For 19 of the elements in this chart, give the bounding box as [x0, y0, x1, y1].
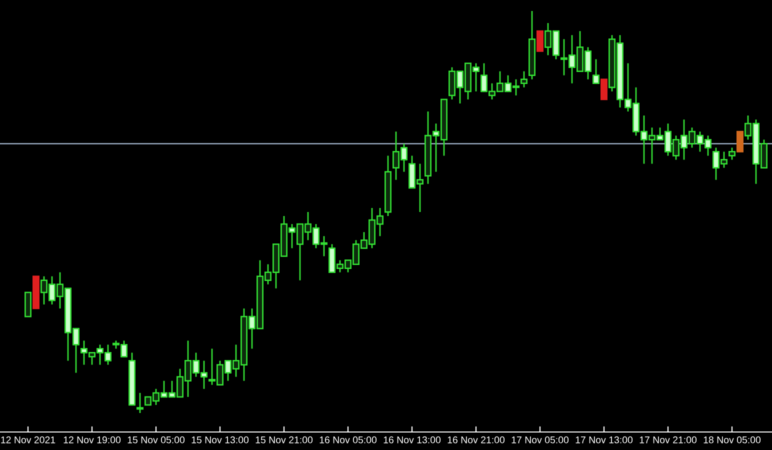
x-tick-label: 18 Nov 05:00 — [704, 436, 761, 444]
candlestick — [520, 70, 528, 88]
x-tick-label: 15 Nov 21:00 — [256, 436, 313, 444]
x-tick-label: 17 Nov 05:00 — [512, 436, 569, 444]
x-tick-label: 16 Nov 13:00 — [384, 436, 441, 444]
x-tick-label: 15 Nov 05:00 — [128, 436, 185, 444]
candlestick — [736, 130, 744, 152]
x-tick-label: 16 Nov 21:00 — [448, 436, 505, 444]
x-tick-label: 17 Nov 13:00 — [576, 436, 633, 444]
candlestick — [592, 58, 600, 84]
candlestick — [600, 78, 608, 100]
x-tick-label: 17 Nov 21:00 — [640, 436, 697, 444]
x-tick-label: 16 Nov 05:00 — [320, 436, 377, 444]
candlestick — [536, 30, 544, 52]
x-tick-label: 15 Nov 13:00 — [192, 436, 249, 444]
x-tick-label: 12 Nov 19:00 — [64, 436, 121, 444]
x-tick-label: 12 Nov 2021 — [1, 436, 56, 444]
candlestick — [728, 146, 736, 160]
candlestick — [136, 392, 144, 414]
